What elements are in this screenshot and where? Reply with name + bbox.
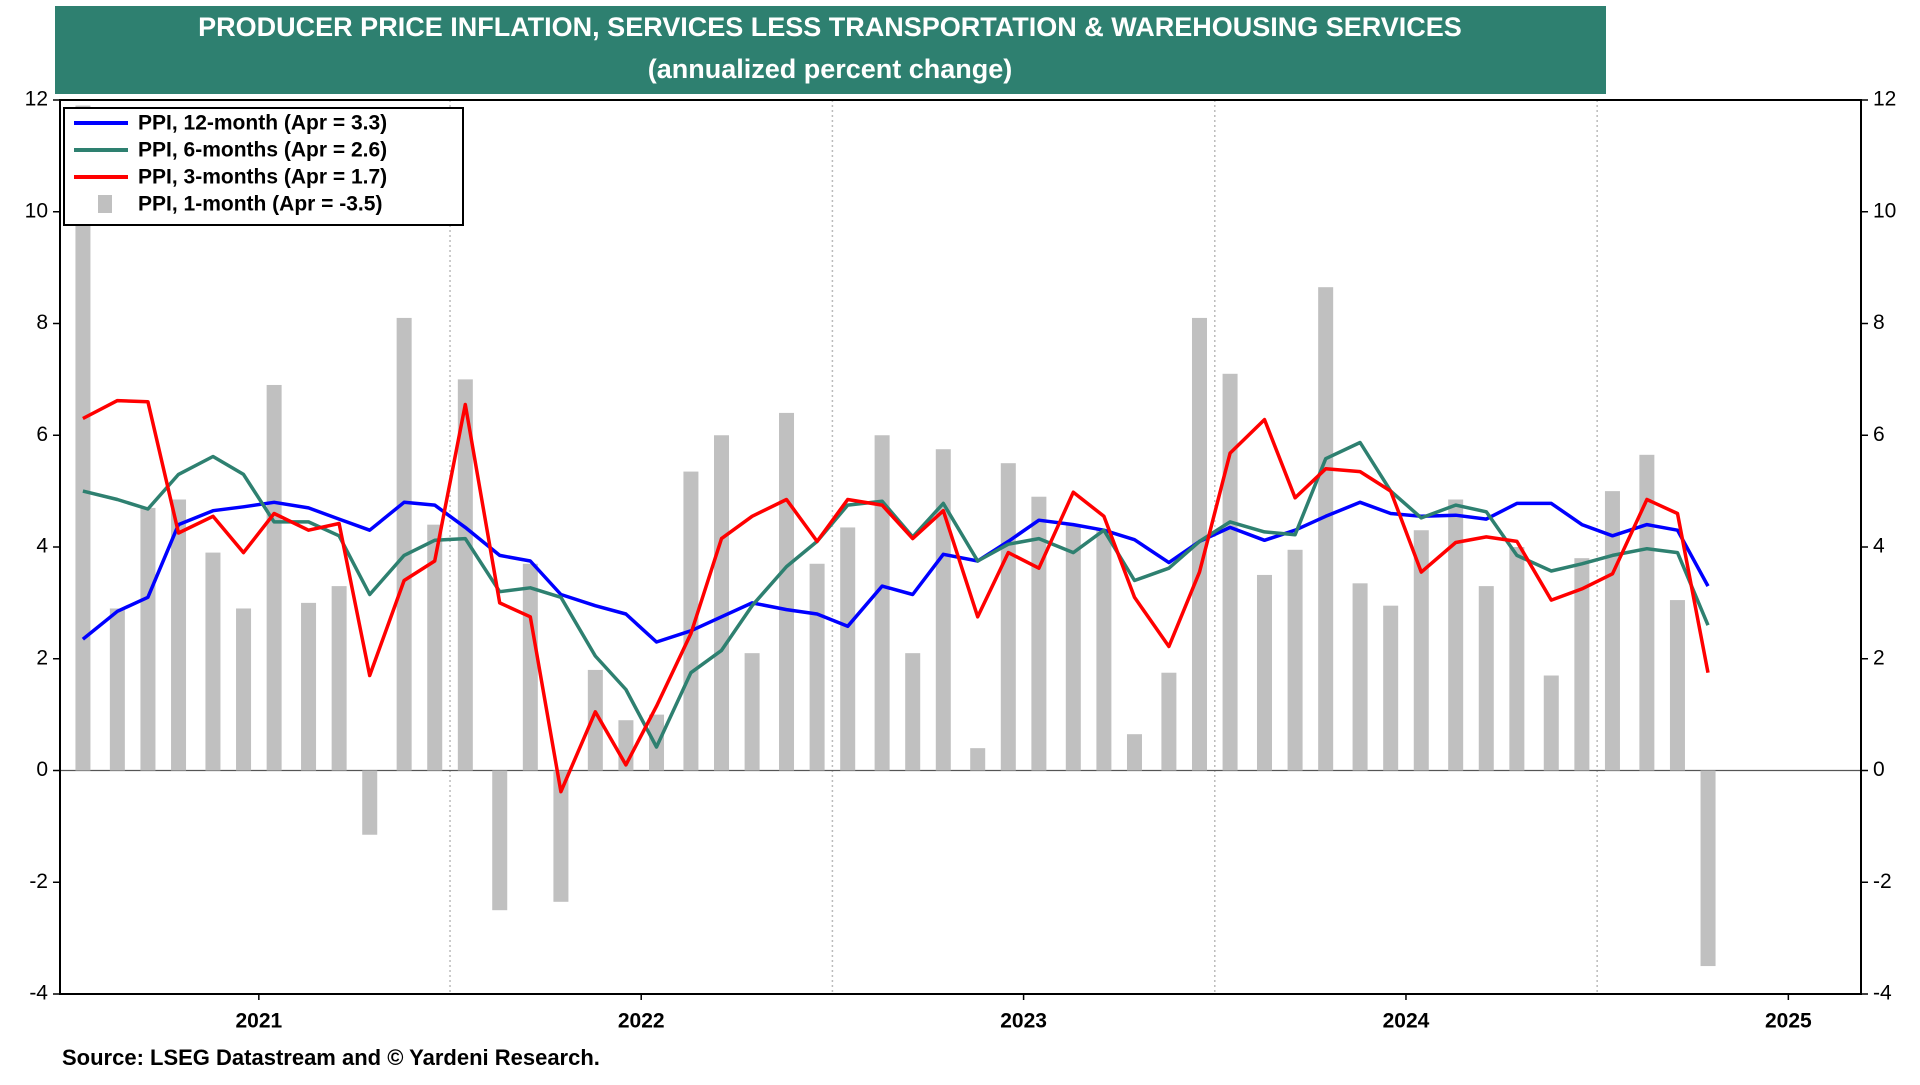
bar xyxy=(779,412,795,771)
bar xyxy=(714,435,730,771)
y-tick-label-right: 6 xyxy=(1873,423,1885,446)
bar xyxy=(1639,454,1655,771)
bar xyxy=(649,714,665,771)
legend-box xyxy=(63,107,464,226)
bar xyxy=(457,379,473,771)
bar xyxy=(1383,605,1399,771)
plot-background xyxy=(60,100,1861,994)
bar xyxy=(1478,586,1494,771)
bar xyxy=(331,586,347,771)
y-tick-label-right: 8 xyxy=(1873,311,1885,334)
bar xyxy=(140,507,156,771)
x-tick-label: 2025 xyxy=(1765,1010,1812,1033)
y-tick-label: -2 xyxy=(29,870,48,893)
legend-label: PPI, 1-month (Apr = -3.5) xyxy=(138,193,382,216)
y-tick-label: 4 xyxy=(36,535,48,558)
bar xyxy=(1222,373,1238,771)
legend-label: PPI, 6-months (Apr = 2.6) xyxy=(138,139,387,162)
bar xyxy=(840,527,856,771)
bar xyxy=(427,524,443,771)
series-line xyxy=(81,500,1710,644)
bar xyxy=(1574,558,1590,771)
legend-swatch xyxy=(98,195,112,213)
y-tick-label: 2 xyxy=(36,646,48,669)
bar xyxy=(1126,734,1142,771)
bar xyxy=(1669,600,1685,771)
bar xyxy=(492,770,508,911)
y-tick-label-right: 0 xyxy=(1873,758,1885,781)
bar xyxy=(1509,547,1525,771)
legend-label: PPI, 3-months (Apr = 1.7) xyxy=(138,166,387,189)
series-line xyxy=(82,440,1710,749)
bar xyxy=(1413,530,1429,771)
bar xyxy=(874,435,890,771)
y-tick-label-right: -2 xyxy=(1873,870,1892,893)
bar xyxy=(1161,672,1177,771)
bar xyxy=(1700,770,1716,967)
bar xyxy=(109,608,125,771)
bar xyxy=(1352,583,1368,771)
bar xyxy=(553,770,569,902)
y-tick-label-right: 4 xyxy=(1873,535,1885,558)
bar xyxy=(970,748,986,771)
bar xyxy=(1543,675,1559,771)
bar xyxy=(1191,317,1207,771)
bar xyxy=(171,499,187,771)
bar xyxy=(396,317,412,771)
x-tick-label: 2024 xyxy=(1383,1010,1430,1033)
bar xyxy=(1287,549,1303,771)
bar xyxy=(236,608,252,771)
bar xyxy=(522,563,538,771)
series-line xyxy=(82,398,1710,794)
bar xyxy=(905,653,921,771)
bar xyxy=(935,449,951,771)
bar xyxy=(1000,463,1016,771)
y-tick-label-right: -4 xyxy=(1873,982,1892,1005)
y-tick-label-right: 10 xyxy=(1873,199,1896,222)
y-tick-label: 0 xyxy=(36,758,48,781)
y-tick-label-right: 2 xyxy=(1873,646,1885,669)
legend-label: PPI, 12-month (Apr = 3.3) xyxy=(138,112,387,135)
bar xyxy=(1318,287,1334,771)
x-tick-label: 2021 xyxy=(235,1010,282,1033)
x-tick-label: 2023 xyxy=(1000,1010,1047,1033)
bar xyxy=(1604,491,1620,771)
bar xyxy=(205,552,221,771)
y-tick-label-right: 12 xyxy=(1873,88,1896,111)
y-tick-label: 10 xyxy=(25,199,48,222)
y-tick-label: 12 xyxy=(25,88,48,111)
bar xyxy=(1096,530,1112,771)
y-tick-label: 6 xyxy=(36,423,48,446)
source-note: Source: LSEG Datastream and © Yardeni Re… xyxy=(62,1045,600,1070)
bar xyxy=(683,471,699,771)
y-tick-label: 8 xyxy=(36,311,48,334)
title-banner xyxy=(55,6,1606,94)
plot-frame xyxy=(59,99,1862,995)
bar xyxy=(1256,574,1272,771)
x-tick-label: 2022 xyxy=(618,1010,665,1033)
bar xyxy=(1065,524,1081,771)
bar xyxy=(362,770,378,835)
bar xyxy=(744,653,760,771)
bar xyxy=(587,669,603,771)
bar xyxy=(1448,499,1464,771)
bar xyxy=(266,384,282,771)
bar xyxy=(75,105,91,771)
bar xyxy=(809,563,825,771)
y-tick-label: -4 xyxy=(29,982,48,1005)
bar xyxy=(301,602,317,771)
chart-subtitle: (annualized percent change) xyxy=(648,54,1013,84)
chart-title: PRODUCER PRICE INFLATION, SERVICES LESS … xyxy=(198,12,1462,42)
